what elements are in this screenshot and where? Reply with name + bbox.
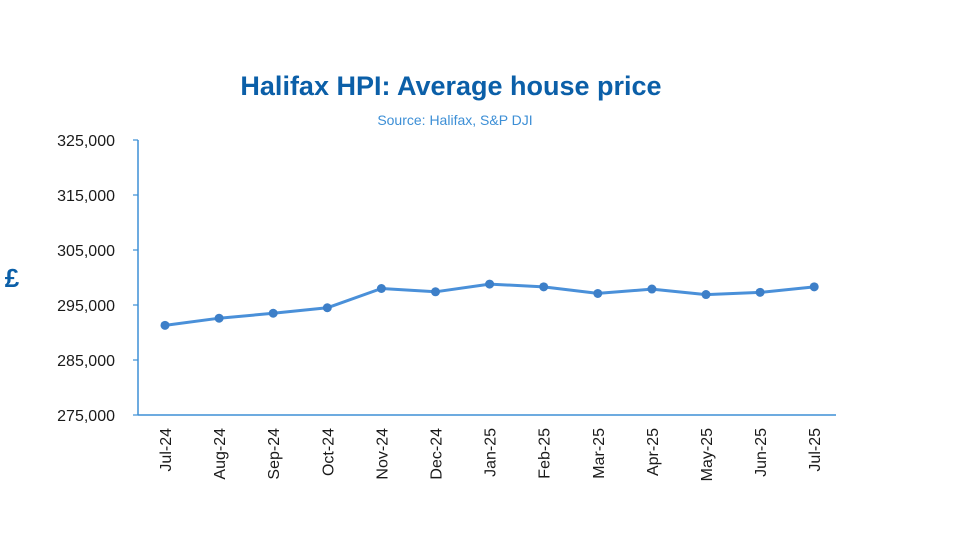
data-point [160,320,170,330]
data-point [539,282,549,292]
data-point [593,288,603,298]
data-point [755,287,765,297]
x-tick-label: Apr-25 [645,428,662,476]
y-axis-label: £ [5,263,20,293]
series-line [163,282,816,327]
y-tick-label: 285,000 [57,353,115,370]
x-tick-label: Jun-25 [753,428,770,477]
x-tick-label: Oct-24 [320,428,337,476]
y-tick-label: 325,000 [57,133,115,150]
y-tick-label: 275,000 [57,408,115,425]
y-tick-label: 295,000 [57,298,115,315]
y-tick-label: 305,000 [57,243,115,260]
x-tick-label: Dec-24 [429,428,446,480]
x-tick-label: Sep-24 [266,428,283,480]
data-point [322,303,332,313]
data-point [268,308,278,318]
y-tick-label: 315,000 [57,188,115,205]
series-group [160,279,819,330]
x-tick-label: Nov-24 [374,428,391,480]
x-tick-label: Feb-25 [537,428,554,479]
x-tick-label: Aug-24 [212,428,229,480]
x-tick-label: Jul-24 [158,428,175,472]
data-point [431,287,440,297]
data-point [485,279,495,289]
data-point [214,313,224,323]
chart-title: Halifax HPI: Average house price [240,71,661,101]
x-tick-label: Jan-25 [483,428,500,477]
y-axis-ticks: 275,000 285,000 295,000 305,000 315,000 325,0… [57,133,138,425]
data-point [701,290,711,300]
data-point [809,282,819,292]
x-tick-label: Jul-25 [807,428,824,472]
x-axis-ticks: Jul-24 Aug-24 Sep-24 Oct-24 Nov-24 Dec-24 Jan-… [158,428,824,481]
data-point [647,284,657,294]
data-point [376,284,386,293]
chart-subtitle: Source: Halifax, S&P DJI [377,112,532,128]
x-tick-label: May-25 [699,428,716,481]
x-tick-label: Mar-25 [591,428,608,479]
